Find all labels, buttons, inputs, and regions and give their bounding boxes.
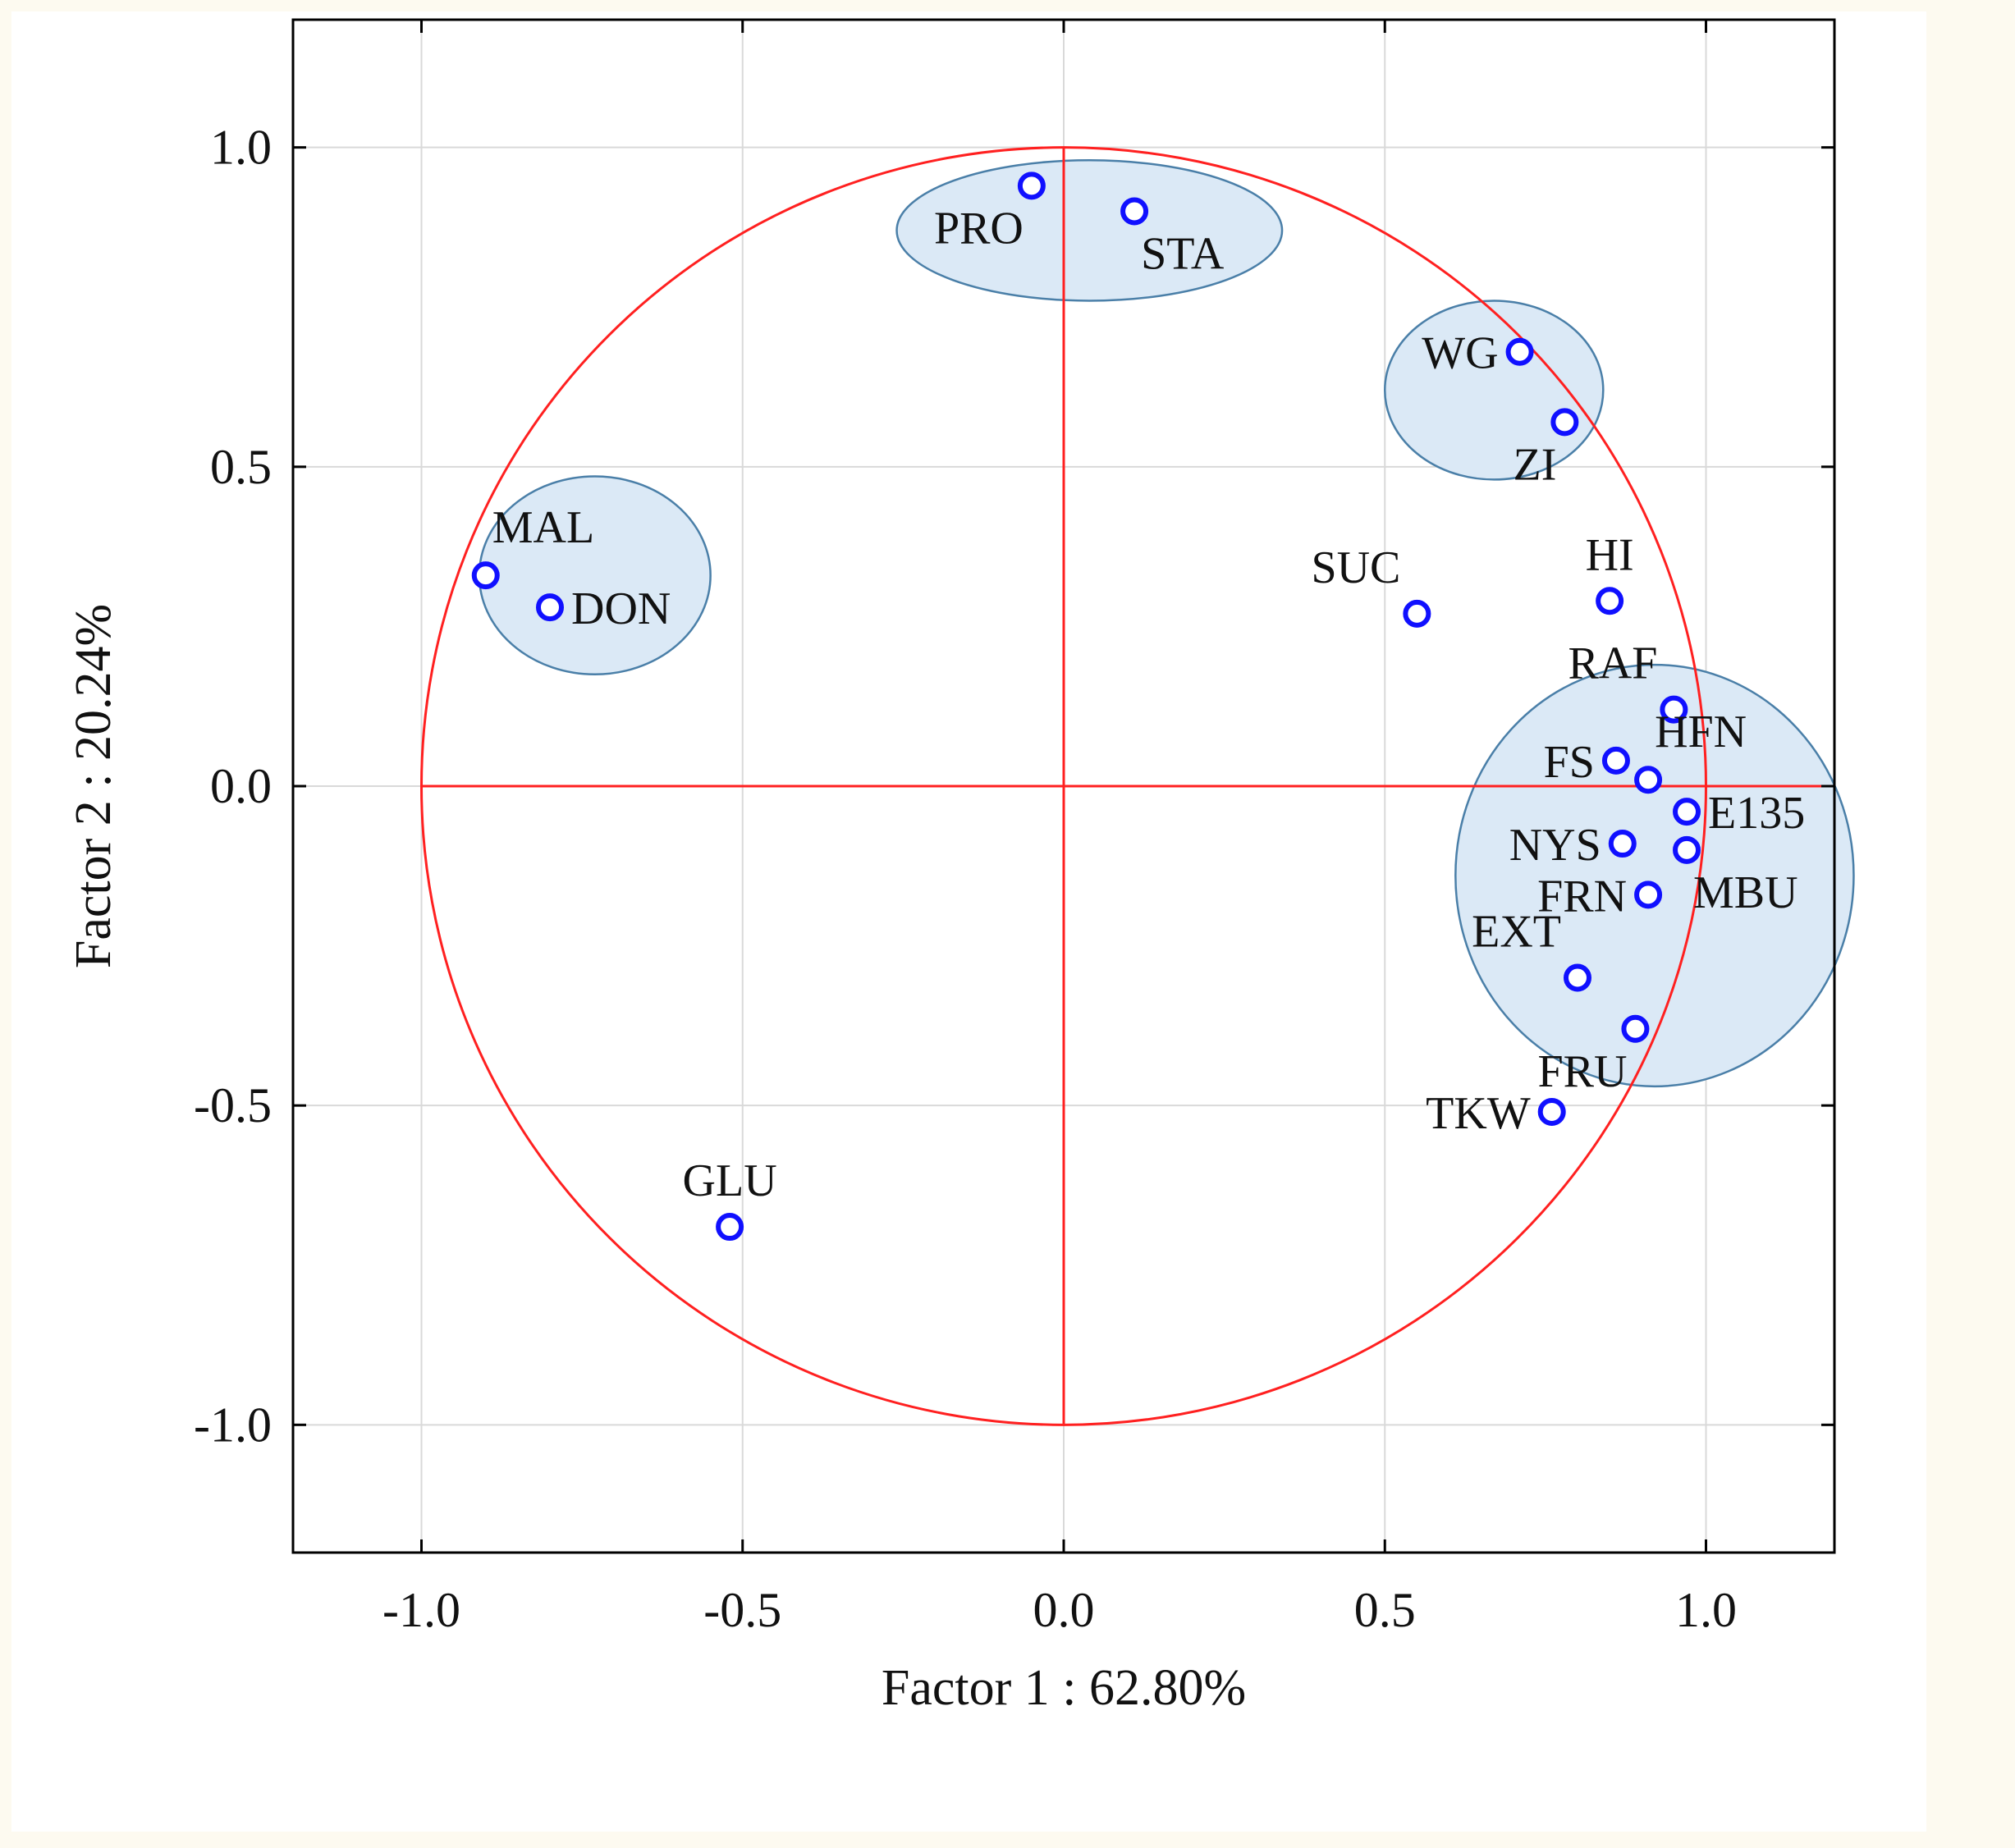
point-nys bbox=[1608, 830, 1637, 858]
point-label-nys: NYS bbox=[1509, 820, 1601, 871]
point-label-raf: RAF bbox=[1568, 638, 1657, 689]
y-tick-label: -1.0 bbox=[194, 1397, 272, 1452]
point-label-mal: MAL bbox=[492, 502, 594, 553]
point-raf bbox=[1660, 695, 1688, 724]
point-label-pro: PRO bbox=[934, 203, 1024, 254]
point-label-frn: FRN bbox=[1537, 871, 1627, 922]
y-tick-label: 1.0 bbox=[210, 121, 272, 175]
point-e135 bbox=[1673, 798, 1701, 826]
point-ext bbox=[1564, 963, 1591, 992]
chart-frame: PRO STA WG ZI MAL DON SUC HI RAF FS HFN E135 NYS MBU F… bbox=[11, 11, 1926, 1832]
cluster-ellipses bbox=[478, 158, 1855, 1088]
point-hfn bbox=[1634, 766, 1663, 794]
point-fs bbox=[1601, 746, 1630, 775]
point-label-glu: GLU bbox=[683, 1155, 777, 1206]
point-fru bbox=[1621, 1014, 1650, 1043]
x-tick-label: 1.0 bbox=[1675, 1583, 1737, 1637]
point-mal bbox=[471, 561, 500, 590]
point-hi bbox=[1596, 587, 1624, 615]
point-zi bbox=[1550, 408, 1579, 437]
cluster-ellipse-main bbox=[1454, 663, 1855, 1088]
point-label-suc: SUC bbox=[1311, 542, 1400, 593]
point-suc bbox=[1403, 599, 1431, 628]
point-sta bbox=[1120, 197, 1149, 226]
x-axis-title: Factor 1 : 62.80% bbox=[882, 1660, 1246, 1716]
point-label-zi: ZI bbox=[1513, 439, 1556, 490]
x-tick-label: -0.5 bbox=[703, 1583, 781, 1637]
y-tick-label: 0.0 bbox=[210, 759, 272, 813]
unit-circle-group bbox=[420, 146, 1834, 1426]
data-points bbox=[471, 172, 1701, 1242]
point-wg bbox=[1505, 337, 1534, 366]
y-tick-label: 0.5 bbox=[210, 440, 272, 494]
point-label-wg: WG bbox=[1422, 328, 1498, 379]
point-don bbox=[536, 593, 564, 622]
point-glu bbox=[716, 1213, 744, 1242]
y-axis-title: Factor 2 : 20.24% bbox=[66, 604, 121, 968]
x-tick-label: -1.0 bbox=[382, 1583, 460, 1637]
cluster-ellipse-wg-zi bbox=[1384, 300, 1605, 481]
point-label-fs: FS bbox=[1544, 737, 1595, 788]
point-pro bbox=[1017, 172, 1046, 200]
point-label-fru: FRU bbox=[1537, 1046, 1627, 1097]
x-tick-label: 0.5 bbox=[1354, 1583, 1416, 1637]
cluster-ellipse-pro-sta bbox=[895, 158, 1284, 302]
point-labels: PRO STA WG ZI MAL DON SUC HI RAF FS HFN E135 NYS MBU F… bbox=[492, 203, 1805, 1206]
point-label-mbu: MBU bbox=[1693, 867, 1798, 918]
x-tick-label: 0.0 bbox=[1033, 1583, 1095, 1637]
point-label-hi: HI bbox=[1586, 529, 1634, 580]
point-label-don: DON bbox=[571, 583, 671, 634]
point-label-tkw: TKW bbox=[1426, 1088, 1531, 1139]
point-label-ext: EXT bbox=[1472, 907, 1561, 958]
point-label-hfn: HFN bbox=[1655, 707, 1747, 757]
axis-ticks: -1.0 -0.5 0.0 0.5 1.0 -1.0 -0.5 0.0 0.5 1.0 bbox=[194, 20, 1834, 1637]
point-mbu bbox=[1673, 835, 1701, 864]
point-label-sta: STA bbox=[1141, 229, 1225, 280]
y-tick-label: -0.5 bbox=[194, 1078, 272, 1132]
point-tkw bbox=[1537, 1097, 1566, 1126]
pca-loading-plot: PRO STA WG ZI MAL DON SUC HI RAF FS HFN E135 NYS MBU F… bbox=[66, 18, 1855, 1716]
point-frn bbox=[1634, 881, 1663, 909]
point-label-e135: E135 bbox=[1708, 788, 1805, 839]
